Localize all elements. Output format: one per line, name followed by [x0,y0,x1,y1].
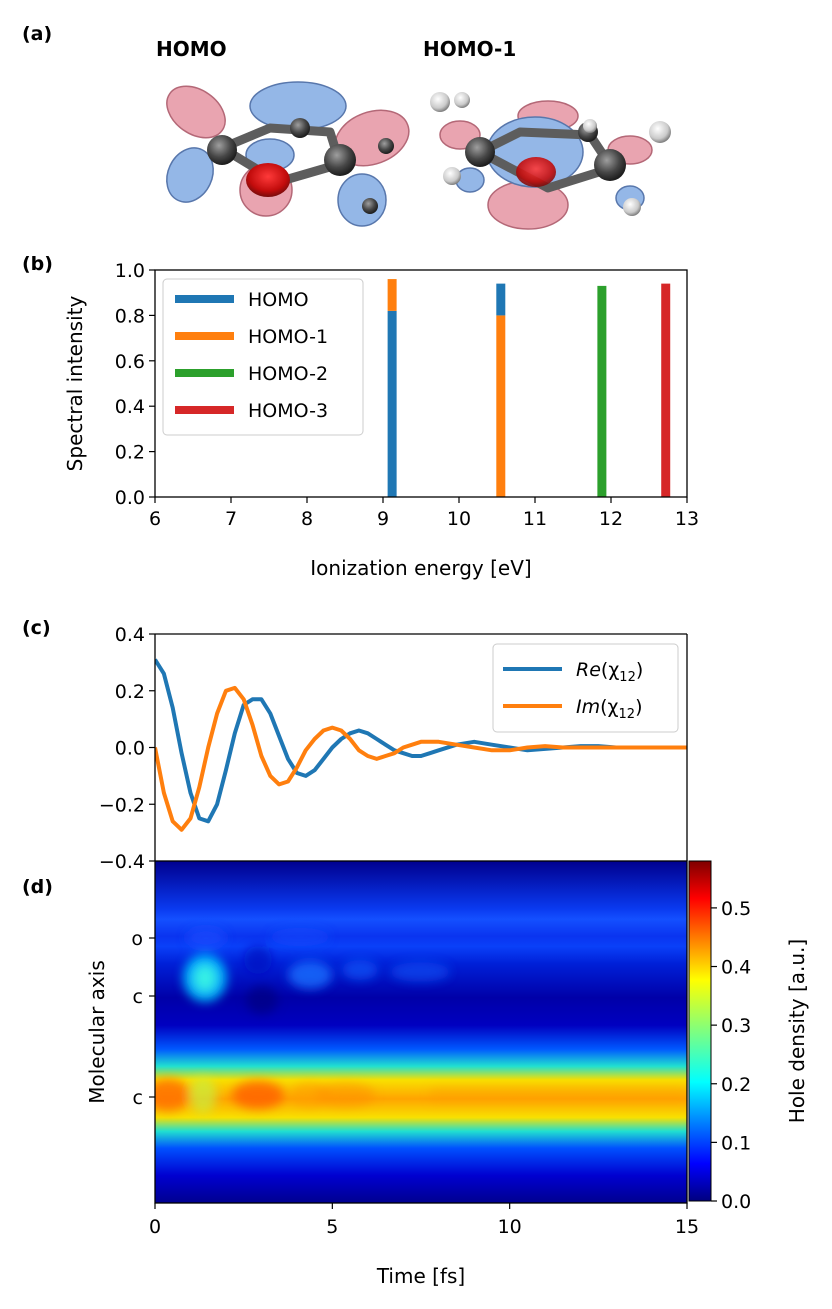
heatmap-frame [154,860,688,1204]
panel-label-a: (a) [22,23,52,45]
spectrum-ytick: 0.8 [115,305,145,327]
atom-label-1: c [133,986,143,1008]
colorbar-tick: 0.2 [721,1074,751,1096]
coherence-chart: 0.4 0.2 0.0 −0.2 −0.4 Re(χ12) Im(χ12) [99,624,688,873]
atom-label-2: c [133,1087,143,1109]
homo-title: HOMO [156,37,227,61]
bar-2-segment-0 [597,285,607,497]
coherence-ytick: 0.0 [115,738,145,760]
spectrum-xtick: 12 [599,508,623,530]
spectrum-xtick: 10 [447,508,471,530]
spectrum-ytick: 0.2 [115,442,145,464]
spectrum-xlabel: Ionization energy [eV] [310,556,531,580]
heatmap-field [155,861,687,1203]
legend-label-im: Im(χ12) [576,696,642,722]
panel-label-b: (b) [22,253,53,275]
legend-label-homo: HOMO [248,289,309,311]
coherence-ytick: 0.2 [115,681,145,703]
spectrum-ytick: 0.0 [115,487,145,509]
homo1-molecule [430,92,671,230]
panel-label-c: (c) [22,617,51,639]
coherence-legend: Re(χ12) Im(χ12) [492,643,679,733]
homo-molecule [166,81,410,227]
spectrum-xtick: 8 [301,508,313,530]
bar-0-segment-0 [387,310,397,497]
legend-label-homo-3: HOMO-3 [248,400,328,422]
coherence-ytick: −0.2 [99,794,145,816]
bar-0-segment-1 [387,279,397,311]
homo1-title: HOMO-1 [423,37,516,61]
colorbar-tick: 0.4 [721,957,751,979]
spectrum-xtick: 9 [377,508,389,530]
bar-1-segment-0 [496,315,506,497]
heatmap-xlabel: Time [fs] [376,1264,465,1288]
heatmap-xtick: 0 [149,1216,161,1238]
spectrum-ylabel: Spectral intensity [63,296,87,472]
panel-label-d: (d) [22,876,53,898]
spectrum-ytick: 1.0 [115,260,145,282]
coherence-ytick: −0.4 [99,851,145,873]
colorbar-tick: 0.1 [721,1132,751,1154]
heatmap-ylabel: Molecular axis [85,960,109,1104]
series-line-im [155,685,687,832]
heatmap-features [155,928,687,1113]
spectrum-ytick: 0.4 [115,396,145,418]
bar-3-segment-0 [661,283,671,497]
coherence-ytick: 0.4 [115,624,145,646]
spectrum-xtick: 11 [523,508,547,530]
colorbar-tick: 0.3 [721,1015,751,1037]
spectrum-frame [154,269,688,498]
spectrum-xtick: 6 [149,508,161,530]
colorbar-tick: 0.0 [721,1191,751,1213]
colorbar: 0.0 0.1 0.2 0.3 0.4 0.5 Hole density [a.u.] [688,860,809,1213]
heatmap-xtick: 10 [498,1216,522,1238]
colorbar-tick: 0.5 [721,898,751,920]
legend-label-re: Re(χ12) [576,659,643,685]
colorbar-label: Hole density [a.u.] [785,939,809,1123]
bar-1-segment-1 [496,283,506,316]
colorbar-gradient [688,860,712,1202]
spectrum-chart: 6 7 8 9 10 11 12 13 0.0 0.2 0.4 0.6 0.8 1.0 Ionizatio… [63,260,699,580]
heatmap-xtick: 5 [326,1216,338,1238]
spectrum-ytick: 0.6 [115,351,145,373]
spectrum-xtick: 13 [675,508,699,530]
spectrum-legend: HOMO HOMO-1 HOMO-2 HOMO-3 [162,278,364,436]
atom-label-0: o [131,928,143,950]
legend-label-homo-2: HOMO-2 [248,363,328,385]
heatmap-xtick: 15 [675,1216,699,1238]
orbital-images: HOMO HOMO-1 [156,37,671,230]
legend-label-homo-1: HOMO-1 [248,326,328,348]
spectrum-xtick: 7 [225,508,237,530]
